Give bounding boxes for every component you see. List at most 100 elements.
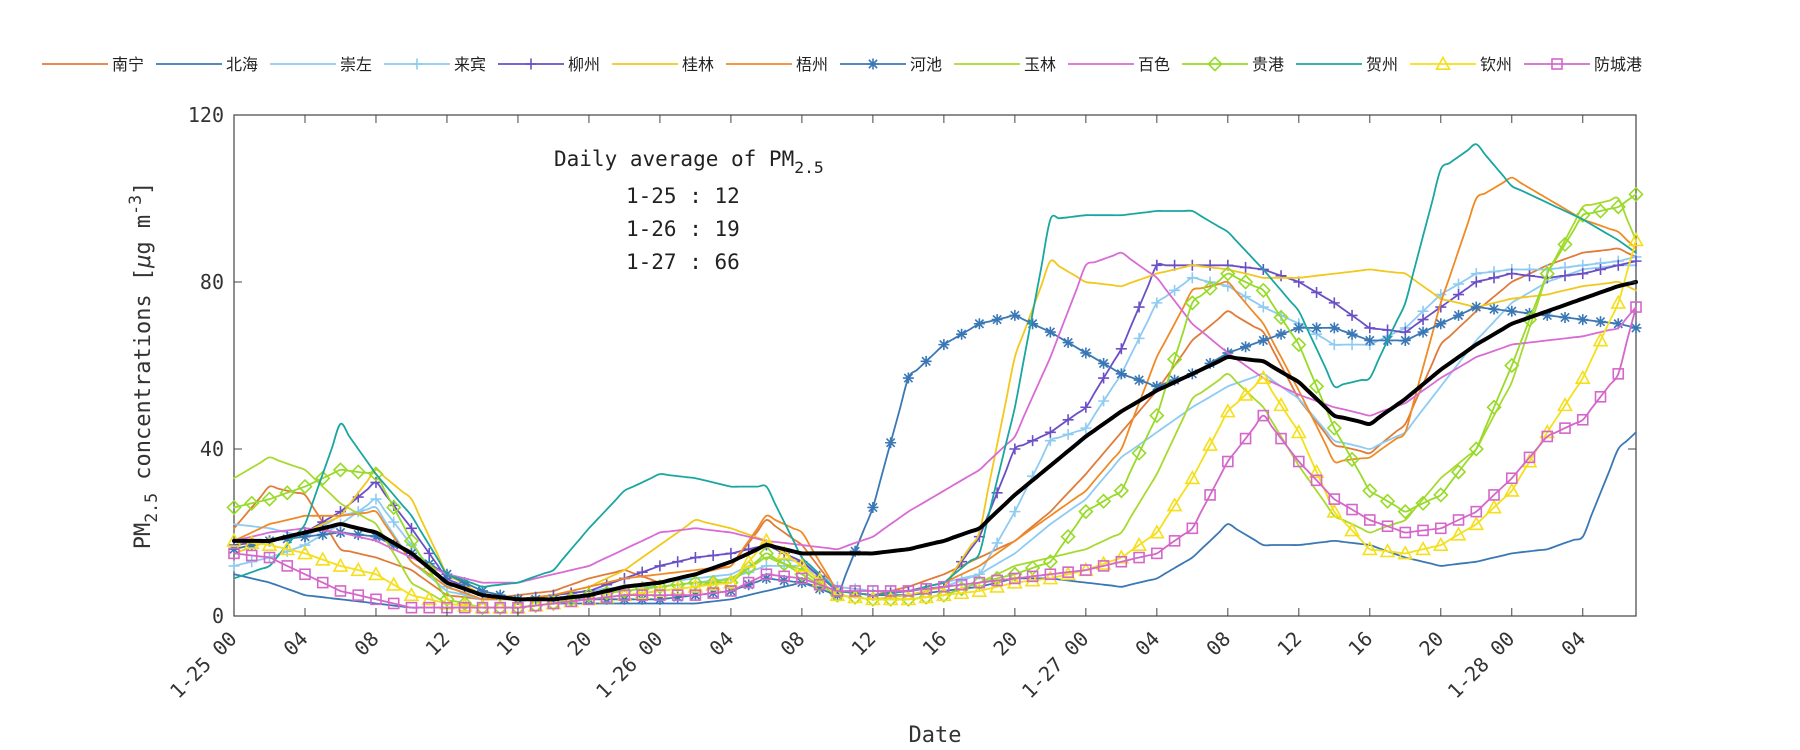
legend-marker [867, 58, 879, 70]
data-point [654, 593, 666, 605]
legend-entry: 梧州 [726, 55, 828, 74]
data-point [1628, 232, 1644, 247]
data-point [672, 556, 684, 568]
data-point [723, 574, 739, 591]
data-point [1326, 420, 1342, 436]
data-point [1044, 568, 1057, 581]
data-point [317, 529, 329, 541]
data-point [601, 579, 613, 591]
data-point [918, 589, 934, 604]
data-point [1293, 322, 1305, 334]
data-point [778, 575, 790, 587]
data-point [689, 552, 701, 564]
data-point [1133, 551, 1145, 564]
data-point [299, 531, 311, 543]
data-point [1346, 339, 1358, 351]
data-point [1453, 289, 1465, 301]
data-point [1488, 272, 1500, 284]
data-point [938, 580, 950, 593]
data-point [1450, 526, 1467, 541]
data-point [1486, 399, 1502, 415]
data-point [370, 593, 382, 606]
data-point [1435, 318, 1447, 330]
data-point [1184, 470, 1201, 485]
data-point [1417, 326, 1429, 338]
data-point [1115, 343, 1127, 355]
data-point [1399, 334, 1411, 346]
data-point [1610, 199, 1626, 215]
data-point [1610, 294, 1627, 309]
data-point [1080, 422, 1092, 434]
data-point [1468, 516, 1485, 531]
data-point [1062, 428, 1074, 440]
data-point [1328, 297, 1340, 309]
data-point [1559, 311, 1571, 323]
data-point [459, 577, 471, 589]
data-point [973, 576, 986, 589]
data-point [1577, 268, 1589, 280]
data-point [918, 589, 934, 605]
data-point [1541, 430, 1554, 443]
data-point [1470, 505, 1483, 518]
legend-marker [525, 58, 537, 70]
data-point [352, 529, 364, 541]
data-point [1382, 324, 1394, 336]
data-point [1344, 451, 1360, 468]
data-point [1113, 483, 1129, 499]
data-point [920, 355, 932, 367]
data-point [1381, 520, 1394, 533]
data-point [883, 591, 899, 607]
data-point [1575, 207, 1591, 223]
data-point [1308, 463, 1325, 478]
data-point [423, 547, 435, 559]
data-point [689, 589, 702, 601]
data-point [1133, 301, 1145, 313]
data-point [900, 591, 917, 606]
data-point [1239, 432, 1252, 445]
data-point [370, 531, 382, 543]
data-point [955, 578, 968, 591]
data-point [778, 570, 790, 583]
data-point [1434, 522, 1447, 535]
data-point [1630, 301, 1642, 313]
data-point [991, 314, 1003, 326]
data-point [742, 576, 755, 589]
data-point [1009, 443, 1021, 455]
series-南宁 [233, 247, 1637, 601]
data-point [246, 539, 258, 551]
data-point [794, 566, 810, 582]
data-point [350, 464, 366, 480]
data-point [725, 585, 737, 597]
data-point [1328, 493, 1341, 505]
series-line [233, 306, 1637, 601]
x-tick-label: 04 [279, 627, 313, 661]
legend-entry: 玉林 [954, 55, 1056, 74]
data-point [1027, 318, 1039, 330]
data-point [882, 591, 899, 606]
annotation-line: 1-25 : 12 [626, 184, 740, 208]
data-point [1044, 326, 1056, 338]
series-line [233, 251, 1637, 584]
annotation-line: 1-27 : 66 [626, 250, 740, 274]
data-point [261, 491, 278, 507]
data-point [1612, 368, 1625, 380]
legend-label: 防城港 [1594, 55, 1642, 74]
y-axis-title: PM2.5 concentrations [μg m-3] [126, 182, 161, 550]
data-point [1202, 436, 1218, 451]
legend-entry: 北海 [156, 55, 258, 74]
data-point [884, 585, 897, 597]
y-tick-label: 0 [212, 604, 224, 628]
data-point [956, 328, 968, 340]
data-point [1024, 572, 1041, 587]
data-point [687, 574, 704, 591]
data-point [705, 576, 722, 591]
data-point [1186, 522, 1199, 535]
data-point [1062, 414, 1074, 426]
data-point [1151, 297, 1163, 309]
legend-entry: 贺州 [1296, 55, 1398, 74]
data-point [1397, 503, 1413, 520]
x-tick-label: 12 [420, 627, 454, 661]
data-point [279, 541, 296, 556]
data-point [228, 543, 240, 555]
data-point [671, 589, 684, 601]
